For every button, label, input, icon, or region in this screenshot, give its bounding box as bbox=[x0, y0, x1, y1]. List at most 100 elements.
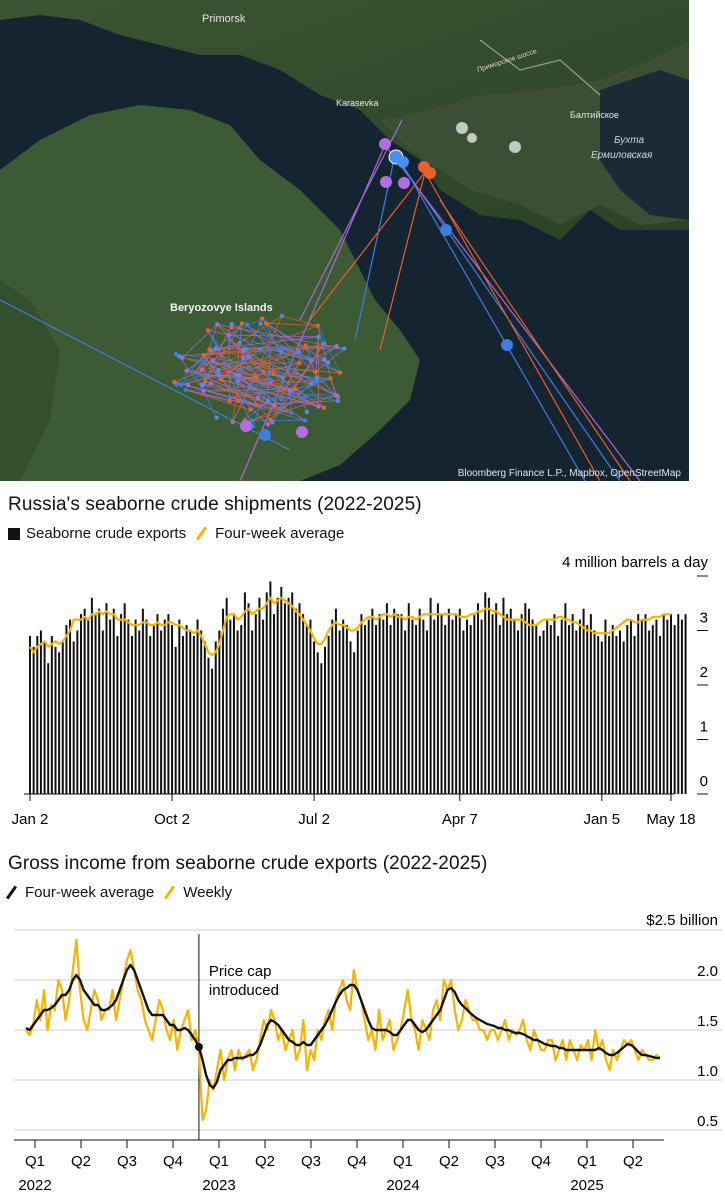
map-cluster-point bbox=[246, 364, 251, 370]
map-cluster-point bbox=[216, 373, 222, 378]
chart1-bar bbox=[378, 614, 381, 794]
chart1-bar bbox=[593, 630, 596, 794]
chart1-bar bbox=[633, 635, 636, 794]
map-cluster-point bbox=[297, 360, 302, 366]
map-cluster-route bbox=[201, 383, 296, 390]
map-cluster-point bbox=[296, 349, 301, 355]
map-cluster-point bbox=[235, 398, 241, 404]
chart1-x-tick-label: May 18 bbox=[646, 811, 695, 828]
chart1-bar bbox=[50, 635, 53, 794]
chart1-bar bbox=[225, 597, 228, 794]
map-cluster-point bbox=[210, 358, 215, 363]
chart2-year-label: 2025 bbox=[570, 1177, 603, 1194]
chart1-bar bbox=[287, 597, 290, 794]
map-cluster-point bbox=[294, 371, 300, 376]
map-cluster-point bbox=[229, 325, 234, 330]
chart1-bar bbox=[684, 614, 687, 794]
map-cluster-point bbox=[272, 403, 277, 408]
chart2-y-tick-label: 1.0 bbox=[697, 1063, 718, 1080]
map-cluster-point bbox=[213, 346, 219, 351]
chart1-bar bbox=[101, 630, 104, 794]
map-vessel-marker bbox=[424, 167, 436, 179]
chart2-quarter-label: Q2 bbox=[71, 1153, 91, 1170]
map-cluster-point bbox=[201, 388, 206, 394]
chart1-bar bbox=[389, 625, 392, 794]
map-cluster-point bbox=[309, 358, 314, 363]
map-cluster-point bbox=[311, 379, 316, 384]
chart1-bar bbox=[356, 630, 359, 794]
map-cluster-route bbox=[212, 315, 283, 361]
price-cap-annotation: Price cap bbox=[209, 963, 272, 980]
chart1-bar bbox=[149, 635, 152, 794]
map-cluster-point bbox=[261, 369, 266, 374]
map-cluster-route bbox=[218, 374, 312, 385]
map-vessel-marker bbox=[397, 156, 409, 168]
map-cluster-point bbox=[203, 379, 208, 384]
map-vessel-marker bbox=[259, 429, 271, 441]
chart1-title: Russia's seaborne crude shipments (2022-… bbox=[8, 494, 422, 515]
chart1-bar bbox=[324, 646, 326, 794]
map-cluster-route bbox=[305, 345, 318, 382]
chart1-bar bbox=[192, 635, 195, 794]
chart1-bar bbox=[185, 625, 188, 794]
map-cluster-point bbox=[304, 409, 310, 415]
chart1-bar bbox=[116, 635, 119, 794]
chart1-bar bbox=[32, 646, 35, 794]
map-cluster-point bbox=[249, 418, 255, 423]
chart1-bar bbox=[87, 619, 90, 794]
chart2-quarter-label: Q3 bbox=[485, 1153, 505, 1170]
chart1-bar bbox=[174, 646, 177, 794]
map-cluster-route bbox=[194, 348, 210, 373]
chart1-bar bbox=[302, 614, 305, 794]
map-cluster-route bbox=[317, 325, 341, 373]
chart1-bar bbox=[535, 625, 538, 794]
map-cluster-point bbox=[207, 347, 212, 352]
chart1-bar bbox=[65, 625, 68, 794]
price-cap-annotation: introduced bbox=[209, 982, 279, 999]
map-island-west bbox=[0, 280, 60, 481]
map-cluster-point bbox=[303, 343, 308, 348]
chart1-bar bbox=[487, 597, 490, 794]
chart1-bar bbox=[466, 619, 469, 794]
map-cluster-point bbox=[183, 387, 188, 393]
map-cluster-route bbox=[215, 345, 337, 350]
map-cluster-point bbox=[227, 338, 232, 343]
map-cluster-route bbox=[186, 349, 214, 372]
chart2-x-ticks: Q1 Q2 Q3 Q4 Q1 Q2 Q3 Q4 Q1 Q2 Q3 Q4 Q1 Q2 2022 2023 2024… bbox=[18, 1140, 643, 1194]
map-cluster-point bbox=[255, 395, 261, 401]
map-cluster-route bbox=[204, 363, 269, 425]
map-road bbox=[479, 39, 601, 96]
chart1-bar bbox=[291, 592, 294, 794]
chart1-bar bbox=[644, 614, 647, 794]
map-cluster-point bbox=[172, 379, 177, 385]
chart1-bar bbox=[560, 619, 563, 794]
chart1-bar bbox=[36, 635, 39, 794]
chart2-unit-label: $2.5 billion bbox=[646, 912, 718, 929]
map-cluster-point bbox=[214, 415, 219, 420]
map-cluster-route bbox=[281, 315, 318, 327]
chart1-bar bbox=[425, 630, 428, 794]
map-cluster-route bbox=[260, 323, 325, 408]
chart1-bar bbox=[94, 614, 97, 794]
map-cluster-point bbox=[334, 393, 339, 398]
map-cluster-point bbox=[201, 383, 206, 388]
chart1-bar bbox=[429, 597, 432, 794]
chart2-quarter-label: Q2 bbox=[623, 1153, 643, 1170]
chart1-bar bbox=[371, 608, 374, 794]
map-route-purple bbox=[384, 144, 641, 481]
chart1-x-tick-label: Jan 5 bbox=[583, 811, 620, 828]
chart1-bar bbox=[400, 614, 403, 794]
chart1-x-tick-label: Jul 2 bbox=[298, 811, 330, 828]
chart1-bar bbox=[436, 603, 439, 794]
map-cluster-point bbox=[241, 355, 246, 361]
chart1-bar bbox=[476, 603, 479, 794]
chart1-bar bbox=[458, 608, 461, 794]
chart1-bar bbox=[651, 625, 654, 794]
map-cluster-point bbox=[314, 375, 319, 381]
map-vessel-marker bbox=[379, 138, 391, 150]
map-cluster-point bbox=[229, 322, 234, 327]
chart1-bar bbox=[611, 625, 614, 794]
map-cluster-route bbox=[216, 347, 254, 427]
map-cluster-route bbox=[176, 354, 204, 386]
